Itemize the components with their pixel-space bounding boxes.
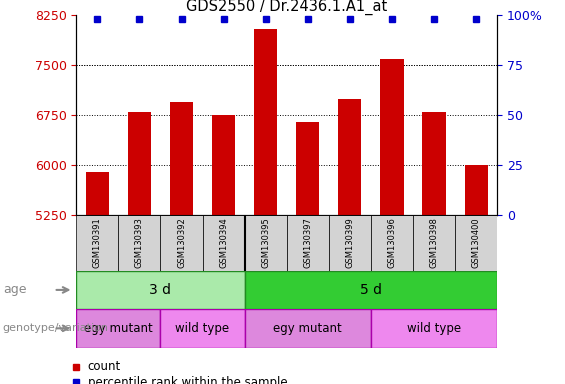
Bar [202,215,245,271]
Text: GSM130392: GSM130392 [177,217,186,268]
Bar [371,215,413,271]
Bar [160,309,245,348]
Bar [128,112,151,215]
Bar [160,215,202,271]
Bar [76,271,245,309]
Text: egy mutant: egy mutant [84,322,153,335]
Title: GDS2550 / Dr.2436.1.A1_at: GDS2550 / Dr.2436.1.A1_at [186,0,388,15]
Text: GSM130397: GSM130397 [303,217,312,268]
Bar [413,215,455,271]
Text: GSM130394: GSM130394 [219,217,228,268]
Text: GSM130393: GSM130393 [135,217,144,268]
Bar [212,115,235,215]
Text: age: age [3,283,27,296]
Bar [76,215,119,271]
Bar [245,215,287,271]
Bar [329,215,371,271]
Text: GSM130396: GSM130396 [388,217,397,268]
Bar [455,215,497,271]
Bar [423,112,446,215]
Text: count: count [88,360,121,373]
Bar [76,309,160,348]
Bar [86,172,109,215]
Bar [464,165,488,215]
Text: 3 d: 3 d [150,283,171,297]
Text: genotype/variation: genotype/variation [3,323,109,333]
Bar [380,59,403,215]
Bar [287,215,329,271]
Bar [245,271,497,309]
Text: GSM130395: GSM130395 [261,217,270,268]
Text: GSM130391: GSM130391 [93,217,102,268]
Text: wild type: wild type [407,322,461,335]
Bar [371,309,497,348]
Text: GSM130400: GSM130400 [472,218,481,268]
Text: egy mutant: egy mutant [273,322,342,335]
Bar [119,215,160,271]
Text: GSM130398: GSM130398 [429,217,438,268]
Text: wild type: wild type [176,322,229,335]
Bar [170,102,193,215]
Text: percentile rank within the sample: percentile rank within the sample [88,376,287,384]
Bar [296,122,319,215]
Bar [245,309,371,348]
Bar [254,29,277,215]
Text: 5 d: 5 d [360,283,382,297]
Text: GSM130399: GSM130399 [345,217,354,268]
Bar [338,99,362,215]
